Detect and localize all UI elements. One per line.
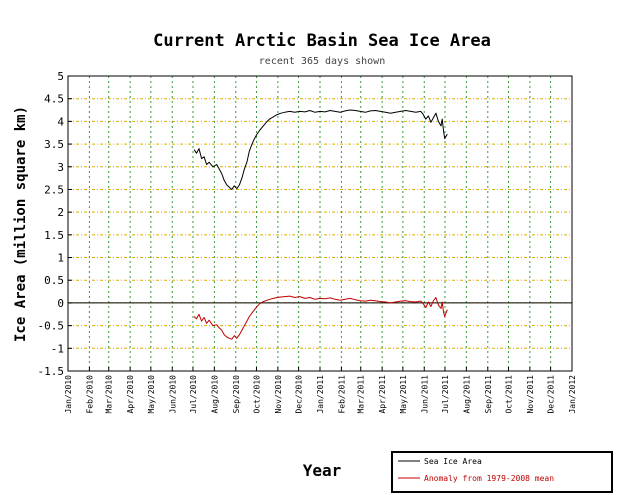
x-tick-label: Jan/2011 xyxy=(316,375,325,414)
x-tick-label: Nov/2011 xyxy=(526,375,535,414)
legend-label-sea-ice-area: Sea Ice Area xyxy=(424,457,482,466)
x-tick-label: Apr/2010 xyxy=(126,375,135,414)
series-layer xyxy=(193,109,448,340)
x-tick-label: Oct/2011 xyxy=(504,375,513,414)
x-tick-label: Jan/2010 xyxy=(64,375,73,414)
x-tick-label: Dec/2010 xyxy=(295,375,304,414)
y-axis-label: Ice Area (million square km) xyxy=(13,106,29,342)
x-tick-label: May/2011 xyxy=(399,375,408,414)
y-tick-label: 0 xyxy=(57,297,64,310)
x-tick-label: Sep/2010 xyxy=(232,375,241,414)
y-tick-label: 4 xyxy=(57,115,64,128)
grid-lines xyxy=(68,76,572,371)
x-tick-label: Oct/2010 xyxy=(252,375,261,414)
y-axis-ticks: 5 4.5 4 3.5 3 2.5 2 1.5 1 0.5 0 -0.5 -1 -1.5 xyxy=(38,70,72,378)
x-tick-label: Aug/2011 xyxy=(462,375,471,414)
x-tick-label: Aug/2010 xyxy=(210,375,219,414)
x-tick-label: Apr/2011 xyxy=(378,375,387,414)
x-tick-label: Feb/2011 xyxy=(337,375,346,414)
series-line-anomaly xyxy=(193,295,448,340)
y-tick-label: 2.5 xyxy=(44,183,64,196)
y-tick-label: -1 xyxy=(51,342,64,355)
y-tick-label: -1.5 xyxy=(38,365,65,378)
x-tick-label: Jul/2011 xyxy=(441,375,450,414)
x-tick-label: Sep/2011 xyxy=(484,375,493,414)
x-axis-label: Year xyxy=(303,461,342,480)
y-tick-label: 1 xyxy=(57,252,64,265)
legend: Sea Ice Area Anomaly from 1979-2008 mean xyxy=(391,451,613,493)
y-tick-label: 3 xyxy=(57,161,64,174)
y-tick-label: 4.5 xyxy=(44,93,64,106)
x-tick-label: Jan/2012 xyxy=(568,375,577,414)
x-tick-label: Feb/2010 xyxy=(85,375,94,414)
x-tick-label: Dec/2011 xyxy=(547,375,556,414)
legend-label-anomaly: Anomaly from 1979-2008 mean xyxy=(424,474,554,483)
chart-subtitle: recent 365 days shown xyxy=(259,56,385,67)
y-tick-label: 0.5 xyxy=(44,274,64,287)
x-tick-label: Mar/2011 xyxy=(357,375,366,414)
x-tick-label: Jun/2011 xyxy=(420,375,429,414)
y-tick-label: 1.5 xyxy=(44,229,64,242)
x-tick-label: Jun/2010 xyxy=(168,375,177,414)
y-tick-label: 3.5 xyxy=(44,138,64,151)
y-tick-label: 2 xyxy=(57,206,64,219)
legend-box xyxy=(391,451,613,493)
x-tick-label: Jul/2010 xyxy=(189,375,198,414)
y-tick-label: -0.5 xyxy=(38,320,65,333)
y-tick-label: 5 xyxy=(57,70,64,83)
chart-title: Current Arctic Basin Sea Ice Area xyxy=(153,31,491,51)
x-tick-label: May/2010 xyxy=(147,375,156,414)
x-tick-label: Nov/2010 xyxy=(274,375,283,414)
x-axis-ticks: Jan/2010 Feb/2010 Mar/2010 Apr/2010 May/2010… xyxy=(64,367,577,414)
series-line-sea-ice-area xyxy=(193,109,448,190)
x-tick-label: Mar/2010 xyxy=(105,375,114,414)
